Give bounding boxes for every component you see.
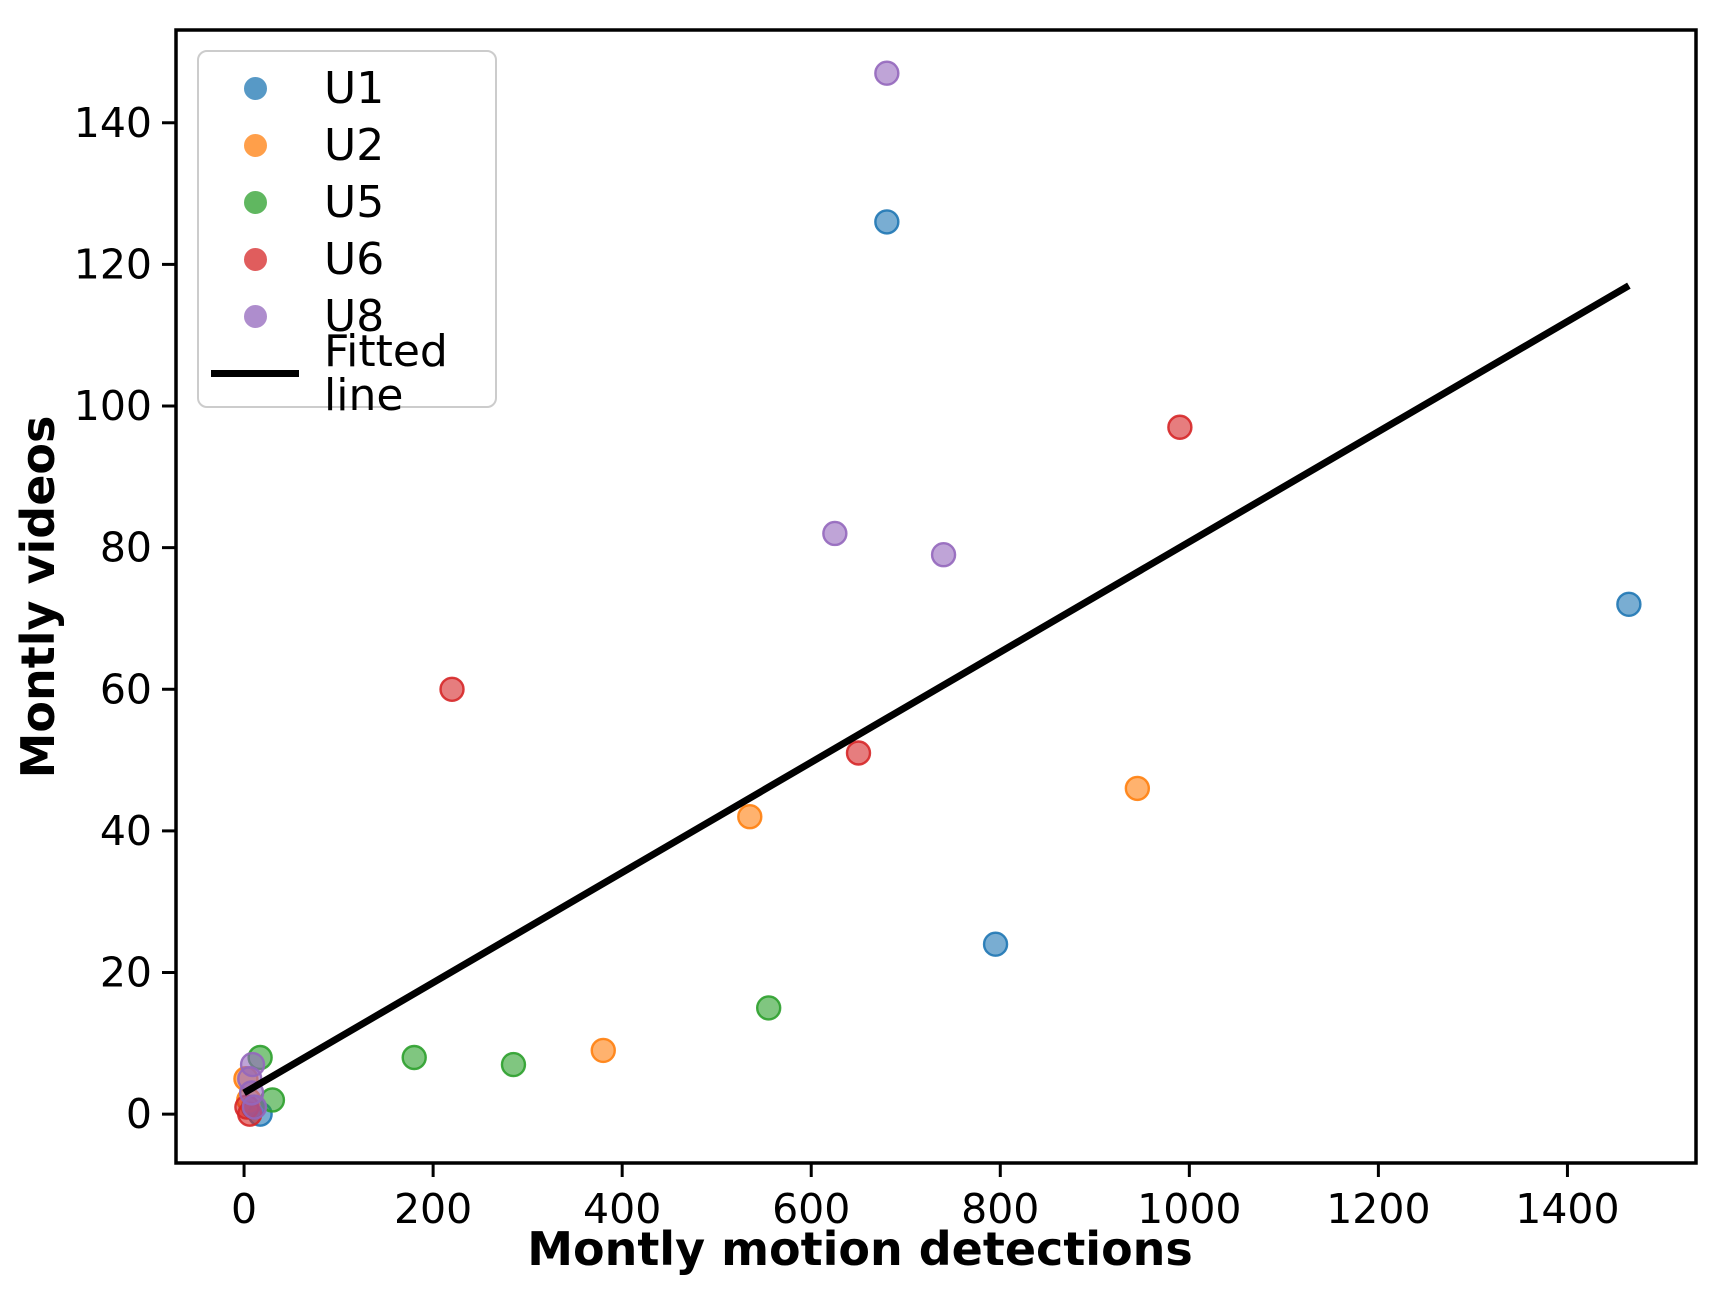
legend-marker-cell: [210, 305, 300, 328]
y-tick-label: 40: [100, 807, 152, 855]
data-point-u8: [241, 1094, 268, 1120]
data-point-u2: [737, 804, 763, 830]
legend-label: U6: [324, 233, 385, 285]
legend-dot-u2-icon: [243, 134, 267, 157]
x-tick-label: 600: [772, 1185, 850, 1233]
data-point-u2: [1124, 775, 1151, 802]
data-point-u6: [1167, 414, 1193, 440]
x-tick-label: 1000: [1137, 1185, 1241, 1233]
legend-dot-u1-icon: [243, 77, 267, 100]
y-tick-label: 140: [74, 99, 152, 147]
legend-dot-u8-icon: [243, 305, 267, 328]
y-tick-label: 0: [126, 1090, 152, 1138]
x-tick-label: 200: [394, 1185, 472, 1233]
plot-border: [174, 28, 1698, 1165]
legend-dot-u6-icon: [243, 248, 267, 271]
y-tick-label: 120: [74, 240, 152, 288]
x-tick-label: 0: [231, 1185, 257, 1233]
legend-fitted-line-icon: [211, 370, 299, 377]
data-point-u1: [1616, 591, 1642, 617]
x-tick-label: 800: [961, 1185, 1039, 1233]
legend: U1 U2 U5 U6 U8 Fitted line: [197, 50, 497, 417]
legend-marker-cell: [210, 134, 300, 157]
legend-marker-cell: [210, 191, 300, 214]
data-point-u6: [845, 740, 872, 766]
y-tick-label: 100: [74, 382, 152, 430]
x-tick-label: 400: [583, 1185, 661, 1233]
legend-dot-u5-icon: [243, 191, 267, 214]
legend-label: U1: [324, 62, 385, 114]
x-tick-label: 1200: [1326, 1185, 1430, 1233]
data-point-u5: [500, 1051, 527, 1078]
data-point-u8: [930, 542, 957, 568]
legend-label: U8: [324, 290, 385, 342]
data-point-u2: [590, 1037, 616, 1064]
legend-item-u8: U8: [199, 288, 495, 345]
y-tick-label: 20: [100, 949, 152, 997]
y-tick-label: 80: [100, 524, 152, 572]
legend-item-u6: U6: [199, 231, 495, 288]
fitted-line: [242, 282, 1631, 1096]
legend-item-u1: U1: [199, 60, 495, 117]
legend-marker-cell: [210, 77, 300, 100]
data-point-u1: [874, 209, 900, 235]
data-point-u6: [439, 676, 465, 702]
data-point-u8: [822, 520, 848, 547]
data-point-u5: [755, 995, 782, 1021]
legend-item-u5: U5: [199, 174, 495, 231]
legend-marker-cell: [210, 248, 300, 271]
data-point-u1: [982, 931, 1009, 957]
legend-label: U2: [324, 119, 385, 171]
y-tick-label: 60: [100, 665, 152, 713]
legend-marker-cell: [210, 370, 300, 377]
x-axis-label: Montly motion detections: [527, 1222, 1193, 1276]
legend-label: Fitted line: [324, 325, 448, 421]
legend-label: U5: [324, 176, 385, 228]
legend-item-u2: U2: [199, 117, 495, 174]
y-axis-label: Montly videos: [11, 415, 65, 779]
legend-item-fitted-line: Fitted line: [199, 329, 495, 417]
data-point-u5: [401, 1044, 427, 1071]
x-tick-label: 1400: [1515, 1185, 1619, 1233]
data-point-u8: [874, 60, 900, 86]
